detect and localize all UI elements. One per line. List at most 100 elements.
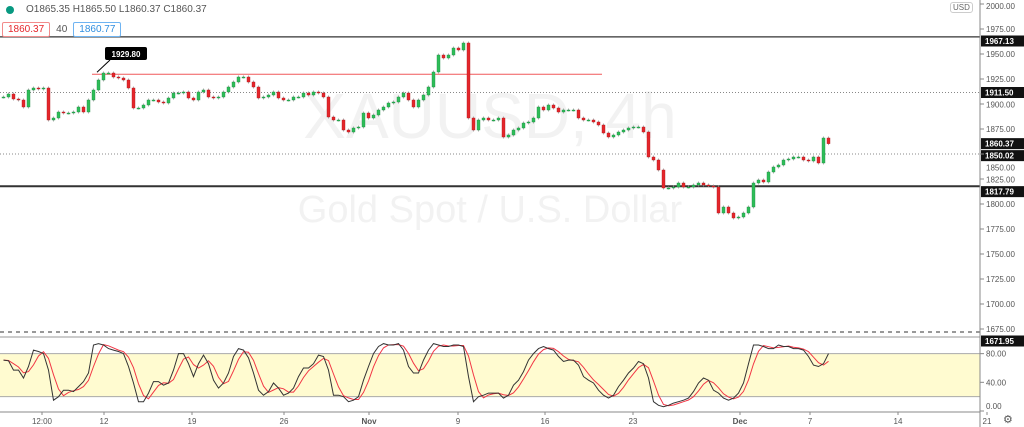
candle[interactable]: [331, 115, 336, 122]
candle[interactable]: [446, 53, 451, 60]
candle[interactable]: [51, 116, 56, 122]
price-level-label[interactable]: 1850.02: [985, 152, 1014, 161]
candle[interactable]: [91, 88, 96, 102]
price-level-label[interactable]: 1817.79: [985, 188, 1014, 197]
candle[interactable]: [576, 108, 581, 120]
candle[interactable]: [81, 105, 86, 114]
candle[interactable]: [541, 105, 546, 112]
candle[interactable]: [791, 155, 796, 161]
candle[interactable]: [251, 80, 256, 89]
candle[interactable]: [146, 98, 151, 107]
candle[interactable]: [491, 118, 496, 122]
candle[interactable]: [186, 90, 191, 100]
candle[interactable]: [131, 86, 136, 110]
candle[interactable]: [371, 113, 376, 120]
candle[interactable]: [66, 111, 71, 115]
candle[interactable]: [321, 91, 326, 99]
candle[interactable]: [461, 41, 466, 52]
candle[interactable]: [261, 95, 266, 100]
gear-icon[interactable]: ⚙: [1003, 414, 1013, 426]
candle[interactable]: [776, 163, 781, 169]
candle[interactable]: [336, 118, 341, 122]
stochastic-pane[interactable]: [0, 336, 980, 413]
candle[interactable]: [171, 91, 176, 100]
candle[interactable]: [276, 90, 281, 100]
candle[interactable]: [21, 98, 26, 109]
candle[interactable]: [761, 178, 766, 184]
candle[interactable]: [611, 133, 616, 139]
candle[interactable]: [206, 88, 211, 99]
candle[interactable]: [476, 118, 481, 132]
candle[interactable]: [351, 126, 356, 134]
candle[interactable]: [156, 98, 161, 104]
candle[interactable]: [126, 78, 131, 90]
currency-badge[interactable]: USD: [950, 2, 973, 13]
candle[interactable]: [756, 178, 761, 185]
candle[interactable]: [701, 181, 706, 187]
candle[interactable]: [671, 185, 676, 190]
candle[interactable]: [106, 71, 111, 75]
candle[interactable]: [716, 185, 721, 215]
candle[interactable]: [221, 90, 226, 99]
candle[interactable]: [226, 85, 231, 94]
candle[interactable]: [416, 98, 421, 109]
candle[interactable]: [56, 110, 61, 120]
candle[interactable]: [1, 95, 6, 99]
candle[interactable]: [406, 91, 411, 102]
candle[interactable]: [76, 105, 81, 114]
candle[interactable]: [191, 96, 196, 102]
candle[interactable]: [801, 155, 806, 162]
candle[interactable]: [506, 133, 511, 139]
candle[interactable]: [806, 158, 811, 163]
candle[interactable]: [606, 131, 611, 139]
candle[interactable]: [246, 75, 251, 84]
candle[interactable]: [631, 125, 636, 130]
candle[interactable]: [121, 76, 126, 82]
candle[interactable]: [496, 116, 501, 122]
candle[interactable]: [726, 205, 731, 215]
candle[interactable]: [536, 105, 541, 120]
candle[interactable]: [601, 123, 606, 135]
candle[interactable]: [596, 120, 601, 127]
candle[interactable]: [486, 116, 491, 122]
candle[interactable]: [621, 128, 626, 134]
candle[interactable]: [41, 86, 46, 91]
candle[interactable]: [556, 106, 561, 114]
candle[interactable]: [231, 80, 236, 89]
candle[interactable]: [501, 116, 506, 139]
candle[interactable]: [401, 91, 406, 99]
candle[interactable]: [166, 96, 171, 105]
candle[interactable]: [31, 86, 36, 92]
candle[interactable]: [731, 211, 736, 220]
candle[interactable]: [656, 158, 661, 172]
candle[interactable]: [481, 116, 486, 122]
candle[interactable]: [46, 86, 51, 122]
annotation-label[interactable]: 1929.80: [112, 50, 141, 59]
candle[interactable]: [431, 70, 436, 89]
price-pane[interactable]: 1929.80: [0, 36, 980, 333]
candle[interactable]: [526, 120, 531, 125]
price-level-label[interactable]: 1671.95: [985, 337, 1014, 346]
candle[interactable]: [36, 86, 41, 91]
candle[interactable]: [736, 215, 741, 220]
candle[interactable]: [71, 110, 76, 115]
candle[interactable]: [316, 90, 321, 95]
candle[interactable]: [566, 108, 571, 112]
candle[interactable]: [771, 165, 776, 174]
candle[interactable]: [471, 116, 476, 132]
candle[interactable]: [821, 136, 826, 165]
candle[interactable]: [666, 186, 671, 190]
candle[interactable]: [6, 92, 11, 99]
candle[interactable]: [636, 125, 641, 129]
candle[interactable]: [86, 98, 91, 114]
candle[interactable]: [311, 90, 316, 97]
candle[interactable]: [396, 95, 401, 104]
candle[interactable]: [136, 106, 141, 110]
candle[interactable]: [721, 205, 726, 215]
candle[interactable]: [386, 101, 391, 109]
candle[interactable]: [176, 91, 181, 95]
candle[interactable]: [686, 185, 691, 189]
candle[interactable]: [356, 125, 361, 130]
sell-button[interactable]: 1860.37: [2, 22, 51, 37]
candle[interactable]: [676, 181, 681, 189]
